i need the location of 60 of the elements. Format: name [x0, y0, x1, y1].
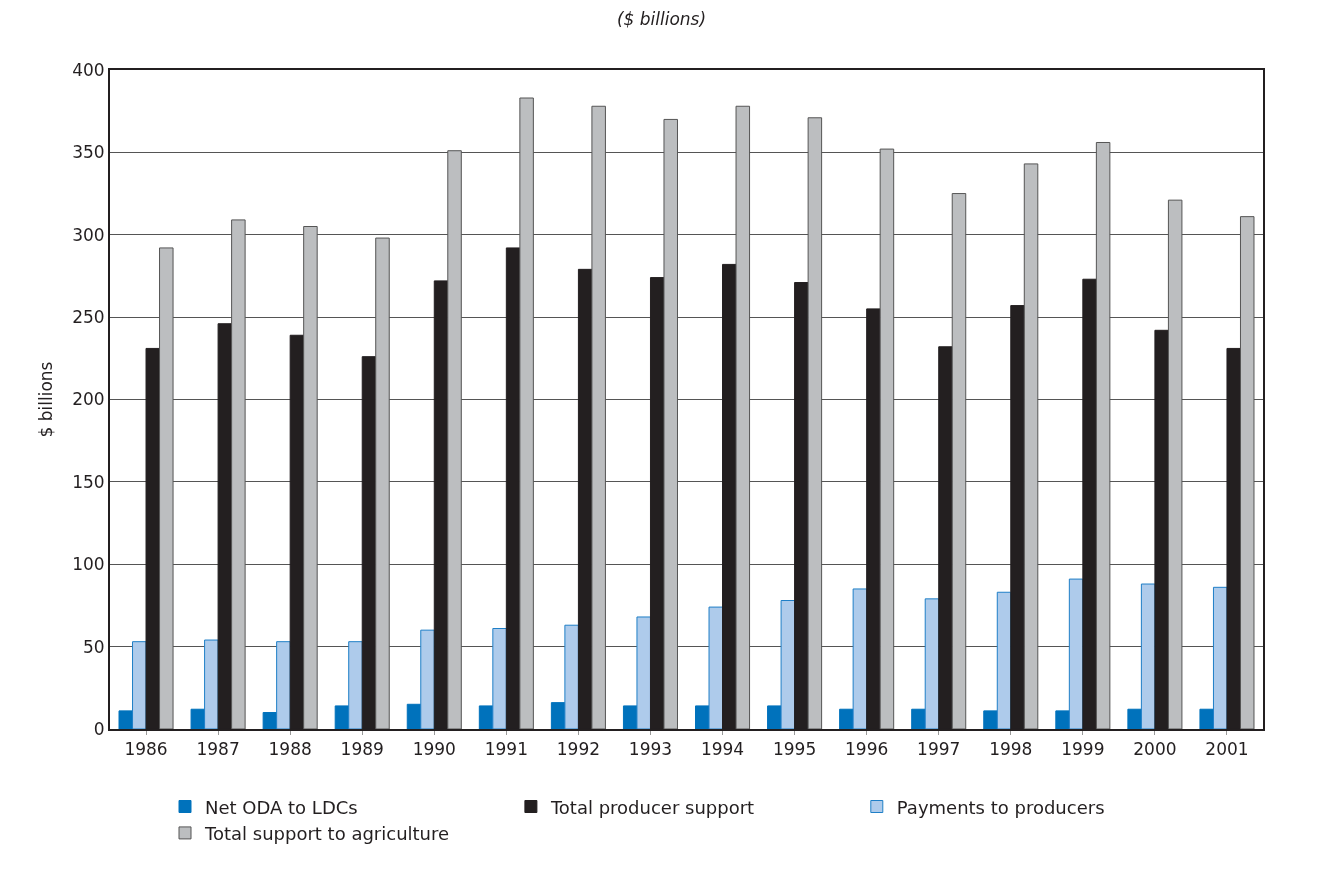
x-tick-label: 1987 — [196, 739, 240, 760]
x-tick-label: 2001 — [1205, 739, 1249, 760]
bar — [334, 705, 350, 729]
x-tick-label: 1990 — [412, 739, 456, 760]
x-tick-label: 1992 — [556, 739, 601, 760]
y-tick-label: 50 — [82, 636, 105, 657]
y-tick-label: 400 — [72, 59, 105, 80]
bar — [132, 641, 147, 729]
legend-label: Total support to agriculture — [204, 822, 450, 844]
y-axis-title: $ billions — [36, 361, 57, 438]
y-tick-label: 300 — [72, 224, 105, 245]
x-tick-label: 1991 — [484, 739, 528, 760]
chart-subtitle: ($ billions) — [616, 9, 707, 30]
x-tick-label: 1999 — [1061, 739, 1105, 760]
bar — [622, 705, 638, 729]
bar — [118, 710, 134, 729]
x-tick-label: 1989 — [340, 739, 384, 760]
bar — [420, 629, 435, 729]
bar — [983, 710, 998, 729]
bar — [1068, 578, 1084, 729]
y-tick-label: 100 — [72, 554, 105, 575]
legend-label: Net ODA to LDCs — [205, 796, 358, 818]
bar — [708, 606, 724, 729]
x-tick-label: 2000 — [1133, 739, 1177, 760]
x-tick-label: 1998 — [989, 739, 1033, 760]
bar — [262, 712, 278, 729]
bar — [1199, 708, 1214, 729]
bar — [1212, 586, 1228, 729]
bar — [564, 624, 579, 729]
y-tick-label: 0 — [93, 718, 105, 739]
bar — [1127, 708, 1142, 729]
bar — [636, 616, 651, 729]
y-tick-label: 250 — [72, 307, 105, 328]
x-tick-label: 1986 — [124, 739, 168, 760]
bar — [695, 705, 710, 729]
y-tick-label: 350 — [72, 142, 105, 163]
legend-label: Payments to producers — [896, 796, 1105, 818]
bar — [780, 600, 796, 729]
bar — [348, 641, 363, 729]
bar — [550, 702, 566, 729]
x-tick-label: 1997 — [917, 739, 961, 760]
x-tick-label: 1996 — [845, 739, 889, 760]
y-tick-label: 150 — [72, 471, 105, 492]
bar — [911, 708, 926, 729]
bar — [492, 628, 507, 729]
bar — [478, 705, 494, 729]
x-tick-label: 1994 — [700, 739, 745, 760]
x-tick-label: 1988 — [268, 739, 312, 760]
x-tick-label: 1993 — [628, 739, 673, 760]
y-tick-label: 200 — [72, 389, 105, 410]
bar — [276, 641, 291, 729]
bar — [924, 598, 940, 729]
bar — [767, 705, 782, 729]
legend-label: Total producer support — [549, 796, 755, 818]
bar — [1140, 583, 1156, 729]
x-tick-label: 1995 — [772, 739, 817, 760]
bar — [190, 708, 206, 729]
bar — [204, 639, 219, 729]
bar — [852, 588, 868, 729]
bar — [1055, 710, 1070, 729]
